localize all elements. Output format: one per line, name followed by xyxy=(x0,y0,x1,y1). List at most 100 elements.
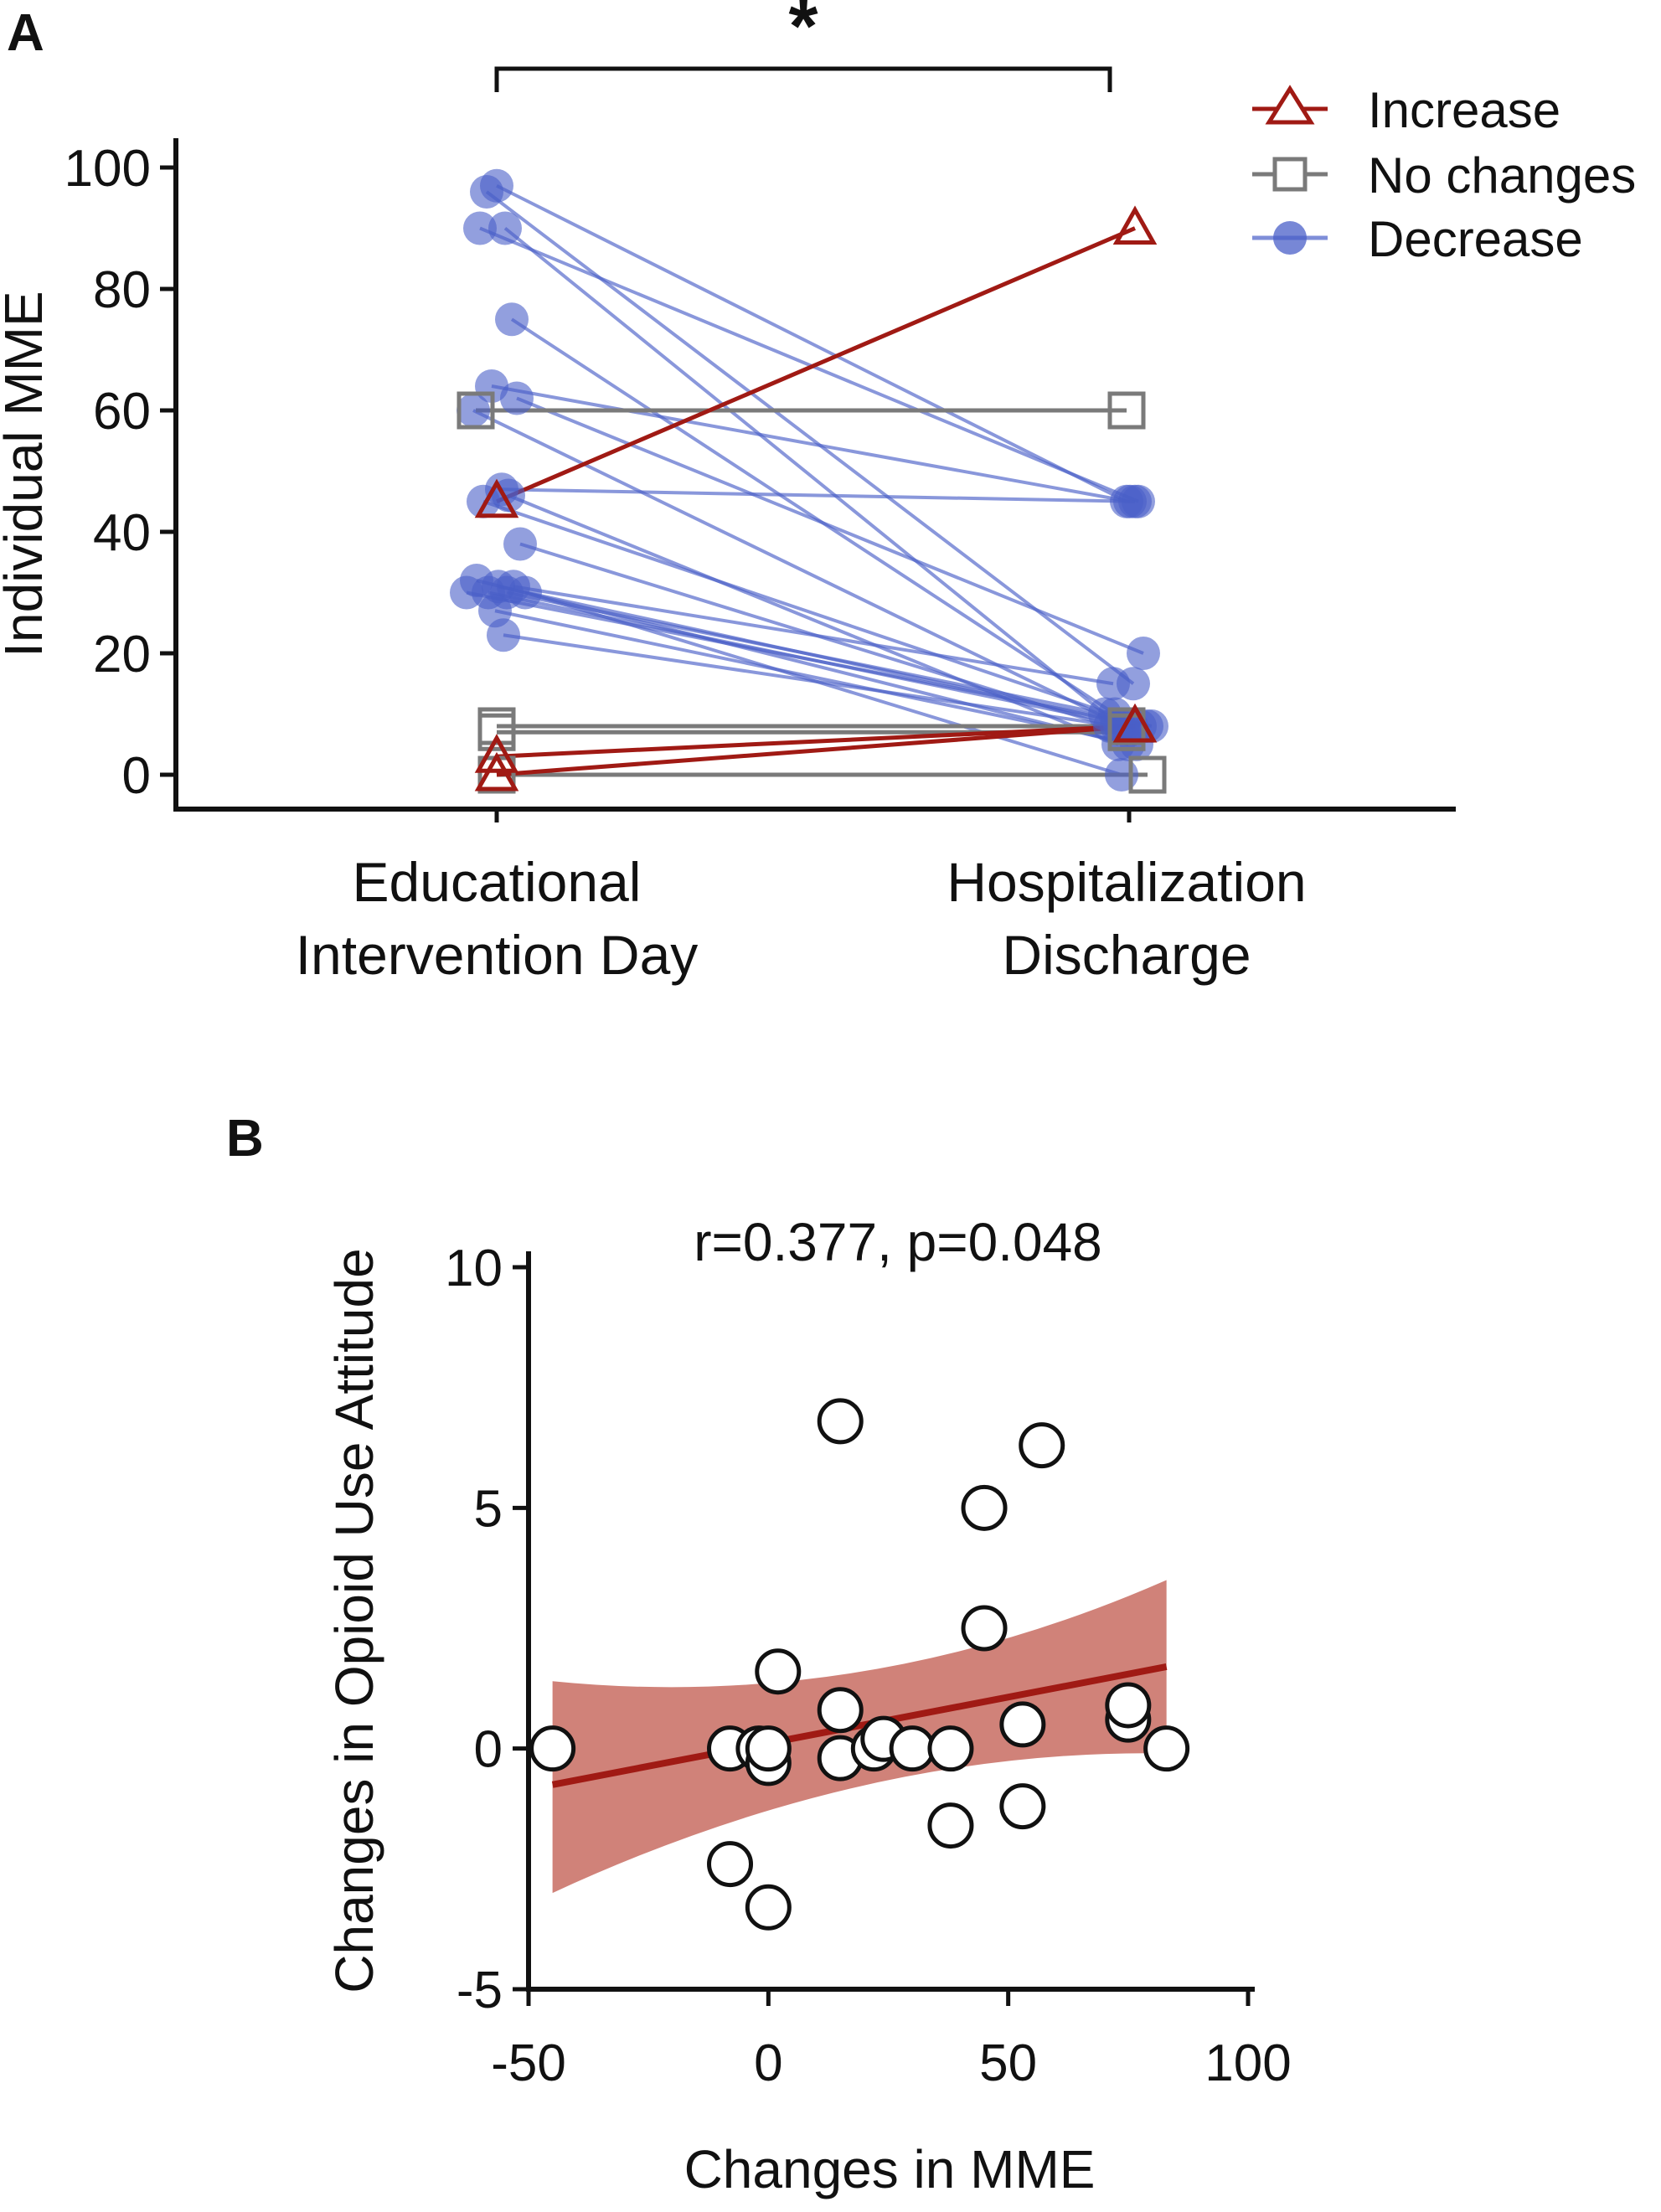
y-tick-label: 5 xyxy=(474,1480,503,1538)
category-label-line2: Discharge xyxy=(1002,924,1251,986)
decrease-line xyxy=(510,317,1117,716)
no-change-point xyxy=(1107,713,1146,751)
increase-point xyxy=(474,478,519,518)
panel-a-chart: A * 0 20 40 60 80 100 Educational Interventio… xyxy=(0,0,1636,986)
scatter-point xyxy=(889,1725,936,1772)
scatter-point xyxy=(1019,1422,1065,1469)
circle-icon xyxy=(1273,221,1307,255)
y-tick-label: 20 xyxy=(93,626,151,683)
decrease-line xyxy=(494,609,1137,746)
scatter-point xyxy=(1143,1725,1190,1772)
panel-b-y-ticks: -5 0 5 10 xyxy=(445,1240,529,2019)
increase-point xyxy=(1112,205,1158,245)
increase-point xyxy=(474,751,519,791)
decrease-point xyxy=(450,575,483,610)
decrease-line xyxy=(503,633,1117,728)
panel-b-label: B xyxy=(226,1110,264,1168)
panel-a-markers xyxy=(450,168,1168,794)
scatter-point xyxy=(961,1605,1008,1652)
y-tick-label: 80 xyxy=(93,261,151,319)
y-tick-label: 0 xyxy=(122,747,151,805)
panel-a-lines xyxy=(466,183,1153,777)
decrease-point xyxy=(457,394,490,427)
decrease-line xyxy=(485,190,1135,685)
panel-b-points xyxy=(529,1398,1190,1931)
legend-label: No changes xyxy=(1368,147,1636,204)
legend-item-no-changes: No changes xyxy=(1252,147,1636,204)
decrease-point xyxy=(503,527,537,561)
decrease-line xyxy=(491,384,1131,503)
panel-b-x-axis-title: Changes in MME xyxy=(684,2139,1096,2199)
decrease-point xyxy=(463,211,497,245)
scatter-point xyxy=(817,1398,864,1445)
scatter-point xyxy=(927,1725,974,1772)
y-tick-label: 0 xyxy=(474,1721,503,1779)
y-tick-label: 100 xyxy=(64,140,151,198)
increase-line xyxy=(496,226,1136,504)
increase-point xyxy=(1112,703,1158,743)
decrease-point xyxy=(470,175,503,209)
decrease-point xyxy=(1127,637,1160,670)
category-label-line1: Educational xyxy=(353,851,642,913)
scatter-point xyxy=(961,1484,1008,1531)
decrease-point xyxy=(1096,667,1130,701)
legend: Increase No changes Decrease xyxy=(1252,82,1636,267)
x-tick-label: 50 xyxy=(979,2034,1037,2092)
decrease-line xyxy=(466,590,1153,728)
panel-a-label: A xyxy=(7,4,44,62)
decrease-line xyxy=(482,499,1148,728)
decrease-point xyxy=(487,618,520,652)
decrease-line xyxy=(506,590,1106,716)
increase-line xyxy=(496,724,1136,777)
legend-item-decrease: Decrease xyxy=(1252,211,1583,267)
decrease-point xyxy=(1118,484,1152,518)
decrease-line xyxy=(479,226,1139,503)
decrease-line xyxy=(516,396,1144,655)
increase-line xyxy=(496,724,1136,759)
y-tick-label: -5 xyxy=(457,1962,503,2019)
category-label-line2: Intervention Day xyxy=(296,924,699,986)
decrease-point xyxy=(495,302,529,337)
decrease-point xyxy=(1105,758,1138,791)
decrease-line xyxy=(501,487,1136,503)
y-tick-label: 60 xyxy=(93,383,151,441)
scatter-point xyxy=(999,1701,1046,1748)
no-change-point xyxy=(457,391,495,430)
scatter-point xyxy=(999,1783,1046,1830)
decrease-line xyxy=(503,226,1122,728)
category-label-line1: Hospitalization xyxy=(947,851,1306,913)
decrease-line xyxy=(496,183,1127,503)
decrease-point xyxy=(500,381,534,415)
scatter-point xyxy=(745,1725,792,1772)
scatter-point xyxy=(529,1725,576,1772)
panel-a-y-axis-title: Individual MME xyxy=(0,291,54,657)
y-tick-label: 40 xyxy=(93,504,151,562)
panel-b-y-axis-title: Changes in Opioid Use Attitude xyxy=(324,1248,384,1993)
scatter-point xyxy=(1105,1682,1152,1729)
scatter-point xyxy=(817,1687,864,1734)
significance-bracket xyxy=(494,66,1112,92)
no-change-point xyxy=(1107,391,1146,430)
panel-b-x-ticks: -50 0 50 100 xyxy=(491,1989,1292,2092)
regression-line xyxy=(551,1663,1168,1788)
scatter-point xyxy=(745,1884,792,1931)
triangle-icon xyxy=(1265,85,1315,125)
significance-star: * xyxy=(788,0,818,69)
panel-a-y-ticks: 0 20 40 60 80 100 xyxy=(64,140,176,805)
x-tick-label: -50 xyxy=(491,2034,566,2092)
x-tick-label: 0 xyxy=(754,2034,782,2092)
correlation-annotation: r=0.377, p=0.048 xyxy=(694,1212,1102,1272)
x-tick-label: 100 xyxy=(1204,2034,1291,2092)
square-icon xyxy=(1272,157,1308,192)
increase-point xyxy=(474,734,519,773)
scatter-point xyxy=(755,1648,802,1695)
legend-label: Decrease xyxy=(1368,211,1583,267)
legend-label: Increase xyxy=(1368,82,1560,138)
scatter-point xyxy=(707,1841,754,1888)
decrease-line xyxy=(513,585,1114,686)
scatter-point xyxy=(927,1802,974,1849)
y-tick-label: 10 xyxy=(445,1240,503,1297)
no-change-point xyxy=(1128,755,1167,794)
